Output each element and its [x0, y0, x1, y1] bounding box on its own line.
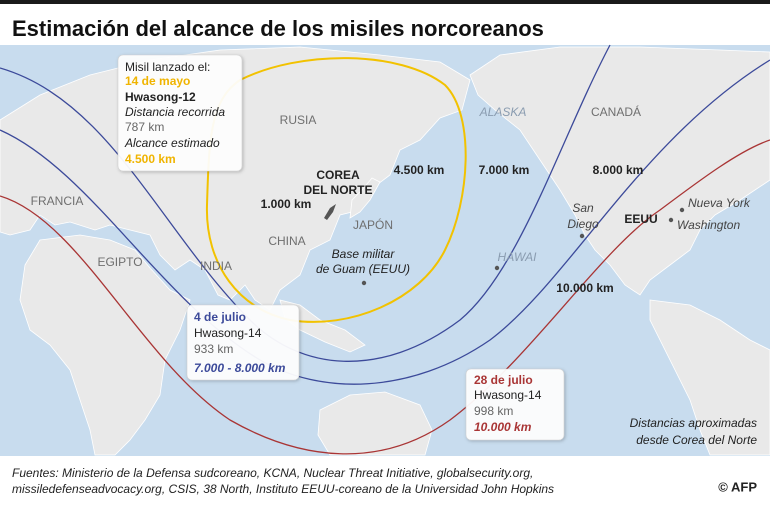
region-label: INDIA [200, 259, 232, 273]
japan [349, 177, 381, 219]
range-label: 10.000 km [556, 281, 613, 295]
range-8000 [0, 59, 770, 385]
guam-label: Base militar [332, 247, 396, 261]
callout-distance: 998 km [474, 404, 513, 418]
callout-range-label: Alcance estimado [124, 136, 220, 150]
san-diego-dot [579, 233, 585, 239]
australia [317, 391, 433, 456]
callout-missile: Hwasong-14 [474, 388, 542, 402]
callout-distance: 787 km [125, 120, 164, 134]
guam-label: de Guam (EEUU) [316, 262, 410, 276]
range-label: 4.500 km [394, 163, 445, 177]
region-label: EGIPTO [97, 255, 142, 269]
city-label: Washington [677, 218, 740, 232]
city-label: Diego [567, 217, 599, 231]
callout-date: 4 de julio [194, 310, 246, 324]
range-label: 7.000 km [479, 163, 530, 177]
callout-distance: 933 km [194, 342, 233, 356]
region-label: RUSIA [280, 113, 317, 127]
south-america [649, 299, 770, 456]
region-label: JAPÓN [353, 217, 393, 232]
washington-dot [668, 217, 674, 223]
callout-box [465, 368, 565, 441]
note: Distancias aproximadas [630, 416, 757, 430]
region-label: HAWAI [498, 250, 538, 264]
range-10000 [0, 139, 770, 455]
callout-range: 4.500 km [125, 152, 176, 166]
callout-date: 14 de mayo [125, 74, 190, 88]
range-4500 [205, 57, 467, 323]
korea-label: DEL NORTE [303, 183, 372, 197]
callout-date: 28 de julio [474, 373, 533, 387]
credit: © AFP [718, 479, 757, 494]
sources: Fuentes: Ministerio de la Defensa sudcor… [12, 466, 533, 480]
region-label: EEUU [624, 212, 657, 226]
callout-box [186, 304, 300, 381]
range-label: 1.000 km [261, 197, 312, 211]
callout-intro: Misil lanzado el: [125, 60, 210, 74]
top-bar [0, 0, 770, 4]
africa [19, 234, 191, 456]
callout-distance-label: Distancia recorrida [125, 105, 225, 119]
callout-range: 10.000 km [474, 420, 532, 434]
region-label: FRANCIA [31, 194, 84, 208]
korea-missile-icon [324, 204, 336, 220]
city-label: San [572, 201, 594, 215]
new-york-dot [679, 207, 685, 213]
europe-asia [0, 46, 471, 311]
land [0, 46, 770, 456]
callout-missile: Hwasong-12 [125, 90, 196, 104]
note: desde Corea del Norte [636, 433, 757, 447]
region-label: CANADÁ [591, 104, 641, 119]
hawaii-dot [494, 265, 500, 271]
callout-box [117, 54, 243, 172]
korea-label: COREA [316, 168, 360, 182]
guam-dot [361, 280, 367, 286]
callout-missile: Hwasong-14 [194, 326, 262, 340]
title: Estimación del alcance de los misiles no… [12, 16, 544, 41]
sources: missiledefenseadvocacy.org, CSIS, 38 Nor… [12, 482, 554, 496]
range-label: 8.000 km [593, 163, 644, 177]
region-label: CHINA [268, 234, 305, 248]
city-label: Nueva York [688, 196, 751, 210]
north-america [469, 46, 770, 296]
callout-range: 7.000 - 8.000 km [194, 361, 286, 375]
region-label: ALASKA [479, 105, 527, 119]
